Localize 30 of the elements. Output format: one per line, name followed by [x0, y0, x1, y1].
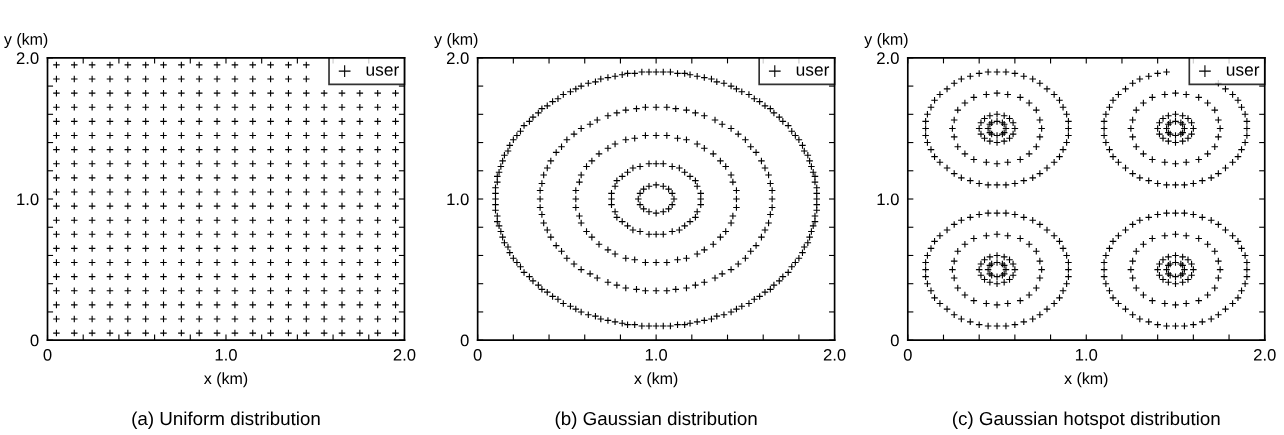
legend-label: user — [796, 66, 830, 76]
legend-label: user — [366, 66, 399, 76]
x-tick-label: 1.0 — [215, 348, 237, 361]
x-tick-label: 2.0 — [1254, 348, 1276, 361]
y-tick-label: 2.0 — [877, 52, 899, 65]
text: (c) Gaussian hotspot distribution — [953, 411, 1220, 429]
y-tick-label: 0 — [460, 334, 469, 347]
x-tick-label: 2.0 — [393, 348, 416, 361]
y-tick-label: 2.0 — [16, 52, 39, 65]
x-axis-title: x (km) — [1064, 372, 1108, 388]
y-tick-label: 0 — [890, 334, 899, 347]
x-axis-title: x (km) — [203, 372, 248, 388]
y-tick-label: 1.0 — [877, 193, 899, 206]
y-tick-label: 1.0 — [17, 193, 39, 206]
y-tick-label: 1.0 — [447, 193, 469, 206]
text: (b) Gaussian distribution — [555, 411, 757, 429]
x-tick-label: 2.0 — [823, 348, 846, 361]
x-tick-label: 1.0 — [1075, 348, 1098, 361]
x-tick-label: 1.0 — [645, 348, 668, 361]
x-tick-label: 0 — [473, 348, 482, 361]
y-tick-label: 2.0 — [446, 52, 469, 65]
x-axis-title: x (km) — [634, 372, 678, 388]
y-axis-title: y (km) — [864, 33, 908, 48]
y-axis-title: y (km) — [3, 33, 48, 48]
text: (a) Uniform distribution — [132, 411, 320, 429]
legend-label: user — [1226, 66, 1260, 76]
x-tick-label: 0 — [903, 348, 912, 361]
y-axis-title: y (km) — [434, 33, 478, 48]
y-tick-label: 0 — [30, 334, 39, 347]
x-tick-label: 0 — [43, 348, 52, 361]
